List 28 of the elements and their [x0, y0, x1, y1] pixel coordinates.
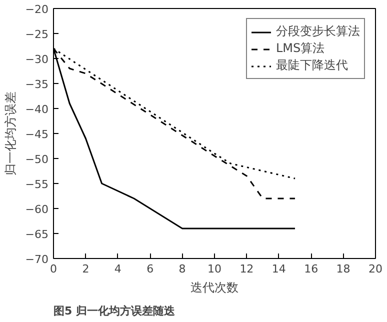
x-tick-label: 10 — [208, 262, 222, 276]
y-tick-label: −50 — [25, 153, 49, 166]
x-tick-label: 14 — [272, 262, 286, 276]
legend-label: LMS算法 — [276, 40, 325, 57]
caption: 图5 归一化均方误差随迭 — [54, 304, 176, 318]
y-tick-label: −65 — [25, 228, 49, 241]
x-tick-label: 16 — [304, 262, 318, 276]
y-tick-label: −70 — [25, 253, 49, 266]
x-axis-title: 迭代次数 — [190, 280, 238, 294]
y-tick-label: −45 — [25, 128, 49, 141]
x-tick-label: 2 — [82, 262, 90, 276]
y-tick-label: −40 — [25, 103, 49, 116]
x-tick-label: 8 — [178, 262, 186, 276]
y-tick-label: −55 — [25, 178, 49, 191]
x-tick-label: 20 — [368, 262, 382, 276]
y-tick-label: −35 — [25, 78, 49, 91]
y-tick-label: −25 — [25, 28, 49, 41]
x-tick-label: 6 — [146, 262, 154, 276]
x-tick-label: 4 — [114, 262, 122, 276]
x-tick-label: 0 — [50, 262, 57, 276]
y-tick-label: −60 — [25, 203, 49, 216]
legend-label: 分段变步长算法 — [276, 23, 360, 40]
legend-label: 最陡下降迭代 — [276, 57, 348, 74]
x-tick-label: 12 — [240, 262, 254, 276]
y-tick-label: −20 — [25, 3, 49, 16]
y-tick-label: −30 — [25, 53, 49, 66]
x-tick-label: 18 — [336, 262, 350, 276]
y-axis-title: 归一化均方误差 — [3, 92, 18, 176]
